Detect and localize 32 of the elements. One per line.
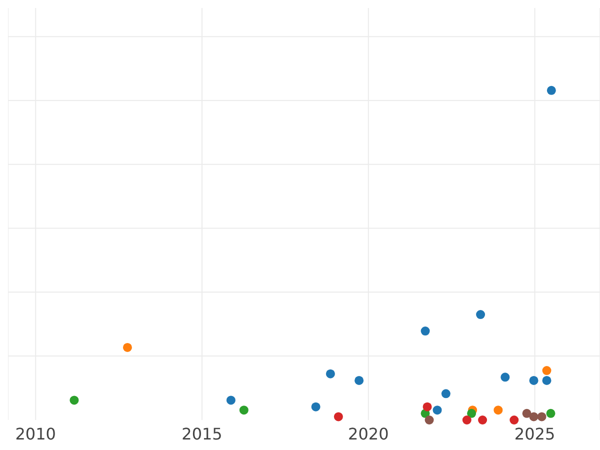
point (226, 396, 236, 405)
x-tick-label: 2020 (348, 424, 389, 444)
point (70, 396, 79, 405)
point (522, 408, 532, 418)
point (546, 86, 556, 95)
point (542, 376, 552, 385)
x-tick-label: 2015 (182, 424, 222, 444)
point (546, 408, 556, 418)
point (467, 408, 476, 418)
point (420, 326, 430, 336)
point (432, 406, 442, 415)
point (422, 402, 432, 412)
point (311, 402, 320, 412)
point (354, 376, 364, 385)
point (239, 406, 248, 415)
point (500, 372, 510, 382)
point (529, 376, 538, 385)
point (542, 366, 552, 376)
point (122, 342, 132, 352)
point (326, 369, 335, 378)
x-tick-label: 2010 (15, 424, 56, 444)
point (494, 406, 503, 415)
point (478, 416, 488, 424)
x-tick-label: 2025 (514, 424, 556, 444)
point (537, 412, 546, 422)
point (510, 416, 519, 424)
point (462, 416, 472, 424)
point (441, 389, 450, 398)
point (476, 310, 486, 320)
point (529, 412, 538, 422)
point (334, 412, 343, 422)
point (424, 416, 434, 424)
